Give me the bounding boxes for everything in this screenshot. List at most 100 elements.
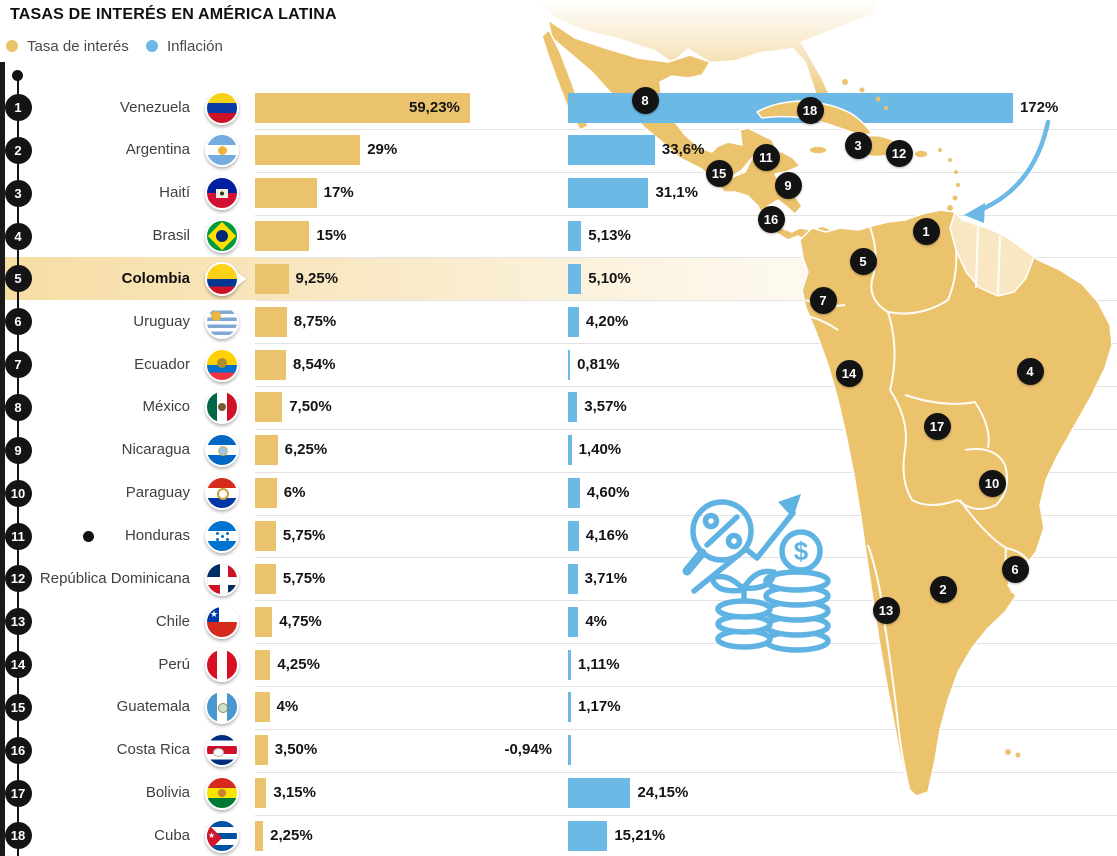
map-marker-13: 13 — [872, 596, 900, 624]
rank-badge: 5 — [4, 265, 32, 293]
map-marker-14: 14 — [835, 359, 863, 387]
inflation-value: 5,13% — [588, 227, 631, 245]
inflation-legend-dot-icon — [146, 40, 158, 52]
cuba-flag-icon — [205, 818, 239, 853]
dominicana-flag-icon — [205, 561, 239, 596]
lesser-antilles-shapes — [938, 148, 960, 211]
inflation-value: 4,60% — [586, 484, 630, 502]
map-marker-12: 12 — [885, 139, 913, 167]
row-separator — [255, 471, 1117, 473]
interest-rate-value: 4% — [276, 698, 299, 716]
left-edge-strip — [0, 62, 5, 856]
rank-badge: 14 — [4, 651, 32, 679]
page-title: TASAS DE INTERÉS EN AMÉRICA LATINA — [10, 6, 337, 23]
inflation-bar — [568, 435, 572, 466]
row-separator — [255, 214, 1117, 216]
peru-flag-icon — [205, 647, 239, 682]
rank-badge: 8 — [4, 393, 32, 421]
interest-rate-bar — [255, 820, 264, 851]
row-separator — [255, 814, 1117, 816]
colombia-flag-icon — [205, 261, 239, 296]
country-label: Uruguay — [133, 312, 190, 330]
timeline-start-dot-icon — [12, 70, 23, 81]
rank-badge: 17 — [4, 779, 32, 807]
country-label: Chile — [155, 612, 190, 630]
costarica-flag-icon — [205, 733, 239, 768]
row-separator — [255, 428, 1117, 430]
row-separator — [255, 128, 1117, 130]
inflation-value: 31,1% — [655, 184, 698, 202]
country-label: Venezuela — [119, 98, 190, 116]
map-marker-17: 17 — [923, 412, 951, 440]
nicaragua-flag-icon — [205, 433, 239, 468]
inflation-value: 1,11% — [577, 655, 620, 673]
economy-illustration-icon: $ — [682, 494, 831, 653]
rate-legend-dot-icon — [6, 40, 18, 52]
interest-rate-bar — [255, 435, 278, 466]
row-separator — [255, 643, 1117, 645]
map-marker-1: 1 — [912, 217, 940, 245]
interest-rate-value: 29% — [367, 141, 398, 159]
country-label: Nicaragua — [121, 441, 190, 459]
inflation-bar — [568, 649, 571, 680]
ecuador-flag-icon — [205, 347, 239, 382]
row-separator — [255, 685, 1117, 687]
country-label: Ecuador — [134, 355, 190, 373]
chile-flag-icon — [205, 604, 239, 639]
inflation-bar — [568, 306, 579, 337]
interest-rate-bar — [255, 778, 267, 809]
map-marker-4: 4 — [1016, 357, 1044, 385]
interest-rate-value: 7,50% — [289, 398, 332, 416]
row-separator — [255, 171, 1117, 173]
honduras-flag-icon — [205, 519, 239, 553]
map-marker-15: 15 — [705, 159, 733, 187]
inflation-value: 4,16% — [585, 527, 629, 544]
svg-text:$: $ — [794, 536, 809, 566]
interest-rate-value: 4,25% — [277, 655, 320, 673]
map-marker-11: 11 — [752, 143, 780, 171]
interest-rate-bar — [255, 606, 273, 637]
row-separator — [255, 771, 1117, 773]
interest-rate-bar — [255, 349, 286, 380]
inflation-value: 1,40% — [578, 441, 622, 459]
map-marker-7: 7 — [809, 286, 837, 314]
rank-badge: 18 — [4, 822, 32, 850]
rank-badge: 16 — [4, 736, 32, 764]
inflation-value: 4% — [585, 612, 608, 630]
interest-rate-bar — [255, 735, 268, 766]
paraguay-flag-icon — [205, 476, 239, 511]
venezuela-flag-icon — [205, 90, 239, 125]
inflation-value: 0,81% — [577, 355, 620, 373]
inflation-bar — [568, 178, 649, 209]
interest-rate-bar — [255, 178, 317, 209]
interest-rate-bar — [255, 392, 283, 423]
interest-rate-bar — [255, 221, 310, 252]
country-label: Costa Rica — [116, 741, 190, 759]
map-marker-18: 18 — [796, 96, 824, 124]
rank-badge: 7 — [4, 351, 32, 379]
rank-badge: 9 — [4, 436, 32, 464]
interest-rate-value: 8,54% — [292, 355, 336, 373]
inflation-bar — [568, 521, 579, 551]
legend-item-rate: Tasa de interés — [6, 38, 129, 55]
colombia-flag-pointer-icon — [237, 271, 246, 286]
rank-badge: 10 — [4, 479, 32, 507]
interest-rate-value: 4,75% — [279, 612, 322, 630]
inflation-value: 3,57% — [584, 398, 627, 416]
interest-rate-bar — [255, 563, 276, 594]
map-marker-6: 6 — [1001, 555, 1029, 583]
inflation-bar — [568, 263, 582, 294]
row-separator — [255, 600, 1117, 602]
honduras-bullet-icon — [83, 530, 94, 542]
brasil-flag-icon — [205, 219, 239, 254]
us-faded-shape — [536, 0, 880, 104]
falkland-islands-shapes — [1005, 749, 1021, 758]
country-label: Honduras — [124, 527, 190, 544]
map-marker-5: 5 — [849, 247, 877, 275]
interest-rate-value: 17% — [323, 184, 354, 202]
uruguay-flag-icon — [205, 304, 239, 339]
inflation-bar — [568, 692, 572, 723]
inflation-value: 1,17% — [578, 698, 621, 716]
inflation-value: 172% — [1019, 98, 1059, 116]
